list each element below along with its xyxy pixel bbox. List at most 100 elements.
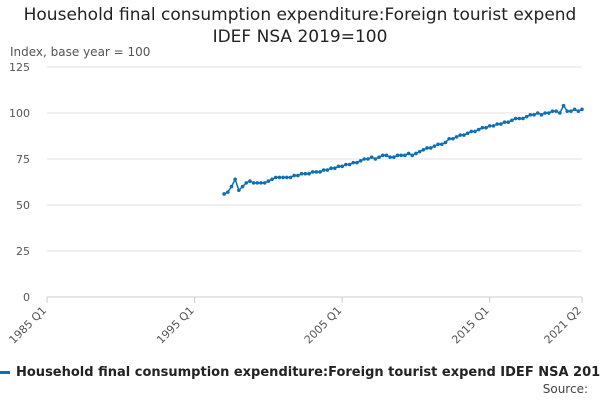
data-point <box>266 179 271 183</box>
y-tick-label: 75 <box>16 153 30 166</box>
data-point <box>321 168 326 172</box>
source: Source: <box>542 382 588 396</box>
data-point <box>318 170 322 174</box>
chart-title: Household final consumption expenditure:… <box>23 5 577 47</box>
data-point <box>329 166 333 170</box>
data-point <box>565 109 570 113</box>
data-point <box>524 114 529 119</box>
data-point <box>439 142 444 147</box>
data-point <box>487 124 492 128</box>
data-point <box>358 159 363 163</box>
data-point <box>580 107 584 112</box>
data-point <box>303 171 308 176</box>
data-point <box>307 171 311 176</box>
data-point <box>528 113 533 117</box>
data-point <box>351 160 356 165</box>
data-point <box>281 175 285 180</box>
data-point <box>521 116 525 121</box>
data-point <box>417 149 422 154</box>
data-point <box>292 173 297 178</box>
legend-swatch <box>0 371 10 374</box>
data-point <box>299 171 304 176</box>
data-point <box>546 111 551 115</box>
data-point <box>392 155 396 159</box>
data-point <box>406 151 411 156</box>
data-point <box>473 129 477 134</box>
data-point <box>285 175 289 180</box>
data-point <box>373 157 378 161</box>
data-point <box>310 170 315 174</box>
series-line <box>223 104 583 195</box>
y-tick-label: 25 <box>16 245 30 258</box>
x-tick-label: 2005 Q1 <box>302 304 345 347</box>
data-point <box>561 103 566 108</box>
data-point <box>262 181 267 185</box>
data-point <box>277 175 282 180</box>
data-point <box>432 144 437 148</box>
data-point <box>491 124 496 128</box>
data-point <box>410 153 415 158</box>
data-point <box>229 184 234 189</box>
x-tick-label: 2015 Q1 <box>449 304 492 347</box>
x-tick-label: 2021 Q2 <box>542 304 585 347</box>
data-point <box>421 148 426 152</box>
data-point <box>428 146 433 150</box>
data-point <box>436 142 440 147</box>
data-point <box>484 125 488 130</box>
data-point <box>240 184 245 189</box>
data-point <box>576 109 581 113</box>
data-point <box>451 136 455 141</box>
data-point <box>225 190 230 194</box>
data-point <box>255 181 260 185</box>
data-point <box>572 107 577 112</box>
data-point <box>558 111 562 115</box>
data-point <box>502 120 507 124</box>
data-point <box>506 120 511 124</box>
y-tick-label: 100 <box>9 107 30 120</box>
data-point <box>259 181 263 185</box>
data-point <box>532 113 536 117</box>
data-point <box>403 153 407 158</box>
data-point <box>377 155 381 159</box>
y-tick-label: 50 <box>16 199 30 212</box>
data-point <box>366 157 370 161</box>
data-point <box>288 175 293 180</box>
legend: Household final consumption expenditure:… <box>0 365 600 380</box>
data-point <box>369 155 374 159</box>
data-point <box>414 151 418 156</box>
data-point <box>425 146 429 150</box>
data-point <box>458 133 463 137</box>
y-tick-label: 125 <box>9 61 30 74</box>
data-point <box>344 162 348 167</box>
data-point <box>233 177 237 182</box>
data-point <box>314 170 319 174</box>
data-point <box>480 125 485 130</box>
data-point <box>296 173 300 178</box>
data-point <box>465 131 470 136</box>
y-tick-label: 0 <box>23 291 30 304</box>
data-point <box>513 116 518 121</box>
data-point <box>395 153 400 158</box>
data-point <box>384 153 389 158</box>
data-point <box>517 116 522 121</box>
data-point <box>454 135 459 139</box>
data-point <box>543 111 547 115</box>
data-point <box>248 179 252 183</box>
y-axis-label: Index, base year = 100 <box>10 45 150 59</box>
data-point <box>332 166 337 170</box>
data-point <box>499 122 503 126</box>
data-point <box>447 136 451 141</box>
data-point <box>569 109 573 113</box>
data-point <box>222 192 226 196</box>
x-tick-label: 1995 Q1 <box>154 304 197 347</box>
data-point <box>237 188 241 193</box>
data-point <box>443 140 448 145</box>
legend-label: Household final consumption expenditure:… <box>16 365 600 380</box>
data-point <box>399 153 404 158</box>
data-point <box>380 153 385 158</box>
data-point <box>539 113 544 117</box>
data-point <box>355 160 359 165</box>
data-point <box>462 133 466 137</box>
data-point <box>469 129 474 134</box>
